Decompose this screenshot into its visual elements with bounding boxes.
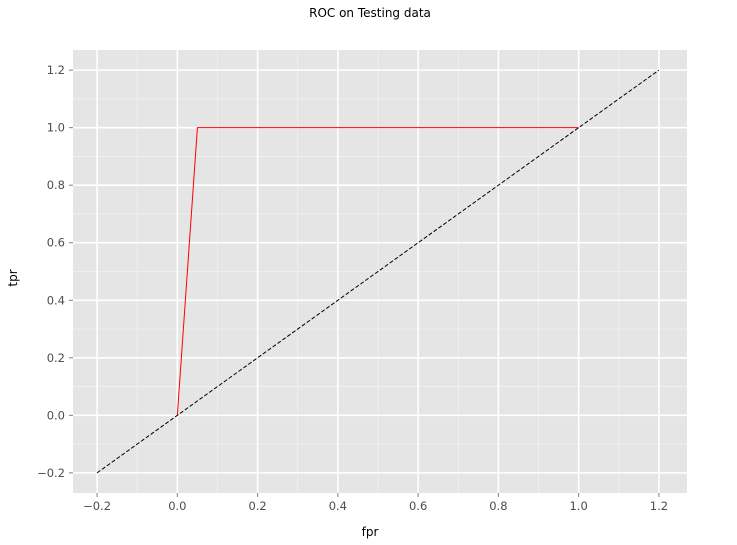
x-tick-label: 0.8: [489, 499, 507, 513]
y-tick-label: 0.4: [47, 293, 65, 307]
y-tick-label: 0.6: [47, 236, 65, 250]
y-tick-label: 0.2: [47, 351, 65, 365]
x-tick-label: 1.2: [650, 499, 668, 513]
x-tick-label: 0.6: [409, 499, 427, 513]
x-axis-ticks: −0.2 0.0 0.2 0.4 0.6 0.8 1.0 1.2: [83, 493, 668, 513]
y-axis-ticks: −0.2 0.0 0.2 0.4 0.6 0.8 1.0 1.2: [37, 63, 73, 480]
x-tick-label: 0.2: [248, 499, 266, 513]
y-tick-label: 0.8: [47, 178, 65, 192]
x-tick-label: −0.2: [83, 499, 111, 513]
y-tick-label: 1.0: [47, 121, 65, 135]
x-tick-label: 0.0: [168, 499, 186, 513]
x-tick-label: 0.4: [329, 499, 347, 513]
chart-title: ROC on Testing data: [309, 6, 431, 20]
roc-curve-line: [176, 127, 579, 416]
minor-grid: [73, 50, 687, 493]
x-axis-label: fpr: [362, 525, 379, 539]
y-tick-label: 0.0: [47, 408, 65, 422]
diagonal-reference-line: [96, 69, 660, 474]
y-tick-label: 1.2: [47, 63, 65, 77]
y-tick-label: −0.2: [37, 466, 65, 480]
series-layer: [96, 69, 660, 474]
y-axis-label: tpr: [6, 269, 20, 286]
x-tick-label: 1.0: [569, 499, 587, 513]
major-grid: [73, 50, 687, 493]
